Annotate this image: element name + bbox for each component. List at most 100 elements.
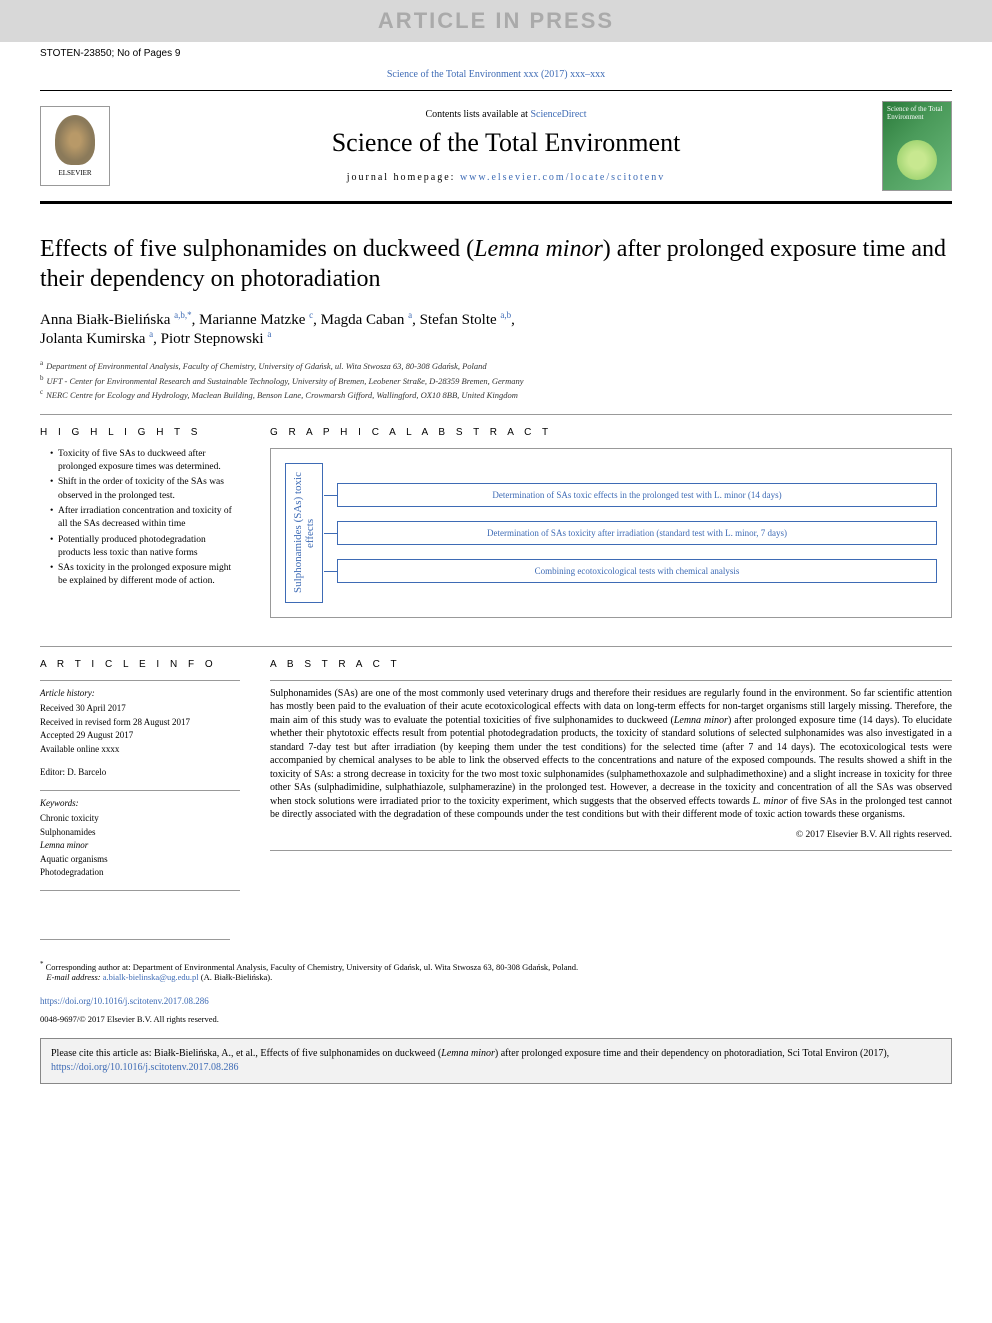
history-item: Received 30 April 2017 — [40, 702, 240, 716]
title-prefix: Effects of five sulphonamides on duckwee… — [40, 236, 474, 262]
author-name: Jolanta Kumirska — [40, 331, 145, 347]
editor-name: D. Barcelo — [67, 767, 106, 777]
graphical-abstract: Sulphonamides (SAs) toxic effects Determ… — [270, 448, 952, 618]
journal-name: Science of the Total Environment — [130, 128, 882, 158]
ga-vertical-label: Sulphonamides (SAs) toxic effects — [285, 463, 323, 603]
divider — [40, 790, 240, 791]
elsevier-tree-icon — [55, 115, 95, 165]
author: Stefan Stolte a,b — [420, 312, 512, 328]
elsevier-logo: ELSEVIER — [40, 106, 110, 186]
highlights-list: Toxicity of five SAs to duckweed after p… — [40, 448, 240, 589]
author-name: Piotr Stepnowski — [161, 331, 264, 347]
ga-connector — [324, 571, 338, 573]
aff-sup: b — [40, 374, 44, 382]
author: Anna Białk-Bielińska a,b,* — [40, 312, 192, 328]
contents-prefix: Contents lists available at — [425, 109, 530, 120]
aff-text: Department of Environmental Analysis, Fa… — [46, 361, 487, 371]
highlight-item: Potentially produced photodegradation pr… — [50, 534, 240, 561]
email-label: E-mail address: — [46, 972, 100, 982]
aff-text: UFT - Center for Environmental Research … — [47, 375, 524, 385]
footer-issn: 0048-9697/© 2017 Elsevier B.V. All right… — [0, 1014, 992, 1034]
author: Magda Caban a — [321, 312, 412, 328]
author-name: Marianne Matzke — [199, 312, 305, 328]
graphical-abstract-heading: G R A P H I C A L A B S T R A C T — [270, 427, 952, 438]
cover-label: Science of the Total Environment — [887, 106, 951, 121]
journal-homepage: journal homepage: www.elsevier.com/locat… — [130, 172, 882, 183]
affiliation: bUFT - Center for Environmental Research… — [40, 373, 952, 388]
journal-cover-thumbnail: Science of the Total Environment — [882, 101, 952, 191]
editor-label: Editor: — [40, 767, 65, 777]
keyword: Aquatic organisms — [40, 853, 240, 867]
sciencedirect-link[interactable]: ScienceDirect — [530, 109, 586, 120]
author: Jolanta Kumirska a — [40, 331, 153, 347]
aff-sup: a — [40, 359, 43, 367]
history-item: Received in revised form 28 August 2017 — [40, 716, 240, 730]
aff-sup: c — [40, 388, 43, 396]
journal-header: ELSEVIER Contents lists available at Sci… — [40, 90, 952, 204]
article-title: Effects of five sulphonamides on duckwee… — [40, 234, 952, 294]
author-name: Magda Caban — [321, 312, 405, 328]
ga-box: Combining ecotoxicological tests with ch… — [337, 559, 937, 583]
cite-species: Lemna minor — [441, 1048, 495, 1059]
article-in-press-banner: ARTICLE IN PRESS — [0, 0, 992, 42]
ga-box-text: Determination of SAs toxic effects in th… — [492, 490, 781, 500]
ga-connector — [324, 533, 338, 535]
article-info-heading: A R T I C L E I N F O — [40, 659, 240, 670]
ga-box-text: Determination of SAs toxicity after irra… — [487, 528, 787, 538]
ga-box-text: Combining ecotoxicological tests with ch… — [535, 566, 740, 576]
abstract-text: Sulphonamides (SAs) are one of the most … — [270, 687, 952, 822]
cite-doi-link[interactable]: https://doi.org/10.1016/j.scitotenv.2017… — [51, 1062, 239, 1073]
keywords-head: Keywords: — [40, 797, 240, 811]
abstract-species: L. minor — [753, 796, 788, 807]
homepage-link[interactable]: www.elsevier.com/locate/scitotenv — [460, 172, 665, 183]
footer-doi: https://doi.org/10.1016/j.scitotenv.2017… — [0, 982, 992, 1014]
title-species: Lemna minor — [474, 236, 603, 262]
affiliation: aDepartment of Environmental Analysis, F… — [40, 358, 952, 373]
abstract-copyright: © 2017 Elsevier B.V. All rights reserved… — [270, 830, 952, 840]
author: Piotr Stepnowski a — [161, 331, 272, 347]
ga-box: Determination of SAs toxicity after irra… — [337, 521, 937, 545]
aff-text: NERC Centre for Ecology and Hydrology, M… — [46, 390, 518, 400]
divider — [40, 890, 240, 891]
divider — [40, 414, 952, 415]
keyword: Chronic toxicity — [40, 812, 240, 826]
article-info: Article history: Received 30 April 2017 … — [40, 687, 240, 880]
keyword: Lemna minor — [40, 839, 240, 853]
abstract-part: ) after prolonged exposure time (14 days… — [270, 715, 952, 807]
history-item: Available online xxxx — [40, 743, 240, 757]
doi-link[interactable]: https://doi.org/10.1016/j.scitotenv.2017… — [40, 996, 209, 1006]
author-list: Anna Białk-Bielińska a,b,*, Marianne Mat… — [40, 310, 952, 348]
author-sup: a,b,* — [174, 310, 192, 320]
divider — [40, 680, 240, 681]
ga-box: Determination of SAs toxic effects in th… — [337, 483, 937, 507]
history-head: Article history: — [40, 687, 240, 701]
email-link[interactable]: a.bialk-bielinska@ug.edu.pl — [103, 972, 199, 982]
corresp-divider — [40, 939, 230, 940]
author-name: Stefan Stolte — [420, 312, 497, 328]
author-sup: a,b — [500, 310, 511, 320]
highlight-item: SAs toxicity in the prolonged exposure m… — [50, 562, 240, 589]
author: Marianne Matzke c — [199, 312, 313, 328]
cite-mid: ) after prolonged exposure time and thei… — [495, 1048, 889, 1059]
elsevier-label: ELSEVIER — [58, 169, 91, 177]
corresp-text: Corresponding author at: Department of E… — [46, 962, 578, 972]
highlight-item: After irradiation concentration and toxi… — [50, 505, 240, 532]
author-name: Anna Białk-Bielińska — [40, 312, 170, 328]
affiliations: aDepartment of Environmental Analysis, F… — [40, 358, 952, 402]
author-sup: a — [267, 329, 271, 339]
author-sup: c — [309, 310, 313, 320]
article-id: STOTEN-23850; No of Pages 9 — [0, 42, 992, 65]
divider — [40, 646, 952, 647]
divider — [270, 680, 952, 681]
author-sup: a — [149, 329, 153, 339]
cover-graphic — [897, 140, 937, 180]
corresp-star: * — [40, 960, 44, 968]
history-item: Accepted 29 August 2017 — [40, 729, 240, 743]
affiliation: cNERC Centre for Ecology and Hydrology, … — [40, 387, 952, 402]
divider — [270, 850, 952, 851]
cite-prefix: Please cite this article as: Białk-Bieli… — [51, 1048, 441, 1059]
abstract-heading: A B S T R A C T — [270, 659, 952, 670]
keyword: Photodegradation — [40, 866, 240, 880]
homepage-prefix: journal homepage: — [347, 172, 460, 183]
highlight-item: Shift in the order of toxicity of the SA… — [50, 476, 240, 503]
